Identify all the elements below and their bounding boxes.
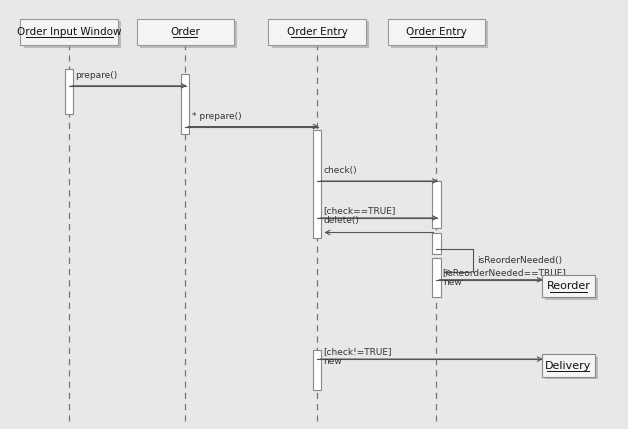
Text: [check!=TRUE]: [check!=TRUE] bbox=[323, 347, 392, 356]
Bar bbox=[545, 357, 598, 379]
Bar bbox=[545, 278, 598, 300]
Text: Reorder: Reorder bbox=[546, 281, 590, 291]
Bar bbox=[139, 21, 237, 48]
Text: Order: Order bbox=[170, 27, 200, 37]
Bar bbox=[541, 275, 595, 297]
Bar bbox=[387, 19, 485, 45]
Bar bbox=[432, 258, 441, 297]
Text: isReorderNeeded(): isReorderNeeded() bbox=[477, 256, 562, 265]
Bar bbox=[432, 181, 441, 228]
Text: delete(): delete() bbox=[323, 216, 359, 225]
Bar bbox=[313, 350, 321, 390]
Bar bbox=[269, 19, 365, 45]
Text: Order Entry: Order Entry bbox=[287, 27, 347, 37]
Text: check(): check() bbox=[323, 166, 357, 175]
Text: Order Input Window: Order Input Window bbox=[17, 27, 121, 37]
Bar bbox=[541, 354, 595, 377]
Bar bbox=[272, 21, 369, 48]
Bar bbox=[181, 74, 190, 134]
Bar bbox=[432, 233, 441, 254]
Bar bbox=[24, 21, 121, 48]
Text: Delivery: Delivery bbox=[545, 360, 592, 371]
Text: [check==TRUE]: [check==TRUE] bbox=[323, 206, 396, 215]
Bar bbox=[20, 19, 118, 45]
Bar bbox=[136, 19, 234, 45]
Bar bbox=[65, 69, 73, 114]
Text: prepare(): prepare() bbox=[75, 71, 117, 80]
Text: new: new bbox=[443, 278, 462, 287]
Text: [isReorderNeeded==TRUE]: [isReorderNeeded==TRUE] bbox=[443, 268, 566, 277]
Text: Order Entry: Order Entry bbox=[406, 27, 467, 37]
Bar bbox=[313, 130, 321, 238]
Text: new: new bbox=[323, 357, 342, 366]
Text: * prepare(): * prepare() bbox=[192, 112, 241, 121]
Bar bbox=[391, 21, 489, 48]
